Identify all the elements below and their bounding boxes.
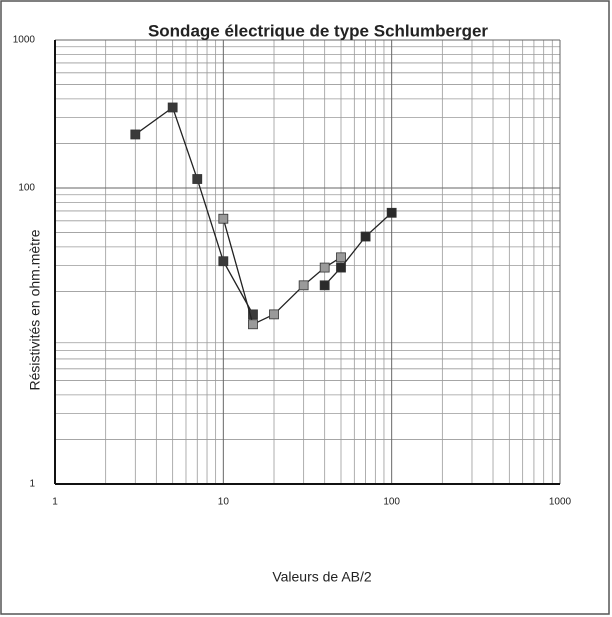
y-tick-label: 100 [18, 183, 35, 194]
y-axis-label: Résistivités en ohm.mètre [27, 229, 43, 390]
x-tick-label: 10 [218, 497, 230, 508]
data-point [336, 252, 346, 263]
grid [54, 39, 561, 485]
data-point [248, 319, 258, 330]
data-point [319, 262, 330, 273]
data-point [130, 129, 141, 140]
x-axis-label: Valeurs de AB/2 [272, 569, 372, 585]
series-line [324, 212, 393, 286]
data-point [218, 256, 229, 267]
chart-title: Sondage électrique de type Schlumberger [148, 21, 488, 40]
data-point [192, 174, 203, 184]
data-point [248, 309, 258, 320]
data-point [319, 280, 330, 291]
data-point [218, 213, 229, 224]
y-tick-label: 1000 [13, 35, 36, 46]
data-point [298, 280, 309, 291]
x-tick-label: 1 [52, 497, 58, 508]
x-tick-label: 100 [383, 497, 400, 508]
data-point [167, 102, 178, 113]
y-tick-label: 1 [29, 479, 35, 490]
data-point [386, 207, 397, 218]
x-tick-label: 1000 [549, 497, 572, 508]
data-point [336, 262, 346, 273]
plot [130, 102, 397, 330]
data-point [360, 231, 371, 242]
data-point [269, 309, 279, 320]
